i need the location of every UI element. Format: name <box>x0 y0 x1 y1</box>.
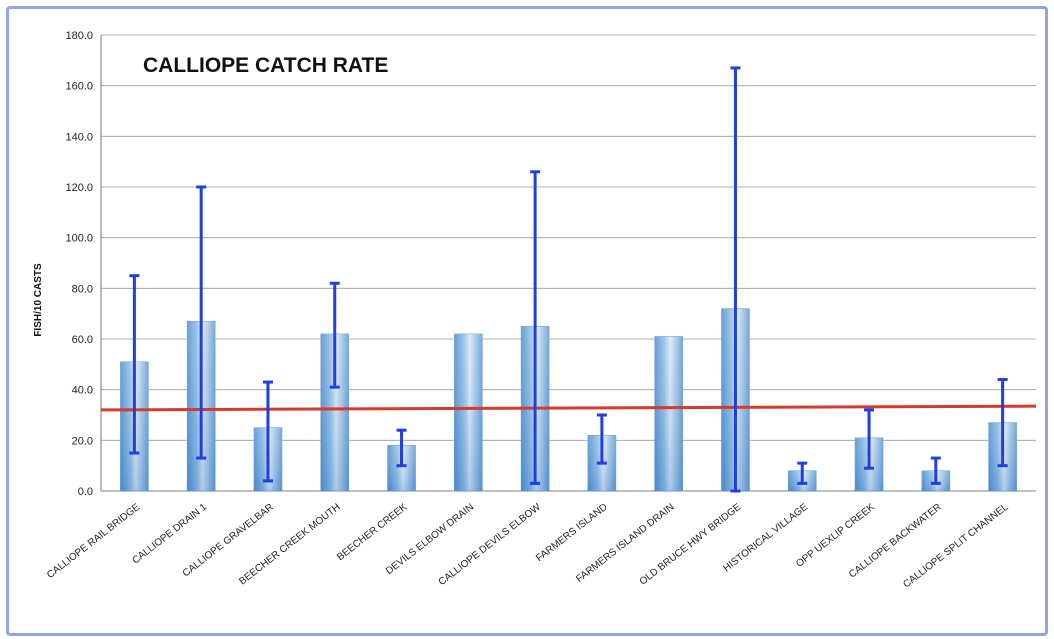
error-bars <box>129 66 1008 493</box>
x-category-label: CALLIOPE RAIL BRIDGE <box>45 501 142 580</box>
y-tick-label: 60.0 <box>72 334 93 346</box>
y-tick-label: 160.0 <box>65 81 93 93</box>
bar-shading <box>454 333 483 491</box>
y-tick-label: 140.0 <box>65 131 93 143</box>
x-category-label: FARMERS ISLAND <box>534 502 610 564</box>
y-tick-label: 40.0 <box>72 385 93 397</box>
y-tick-label: 180.0 <box>65 30 93 42</box>
bars <box>120 308 1017 492</box>
bar-shading <box>654 336 683 491</box>
reference-line-group <box>100 404 1037 412</box>
chart-frame <box>6 6 1048 636</box>
x-category-label: CALLIOPE SPLIT CHANNEL <box>901 501 1010 590</box>
y-tick-label: 80.0 <box>72 283 93 295</box>
reference-line <box>100 404 1037 412</box>
y-tick-label: 120.0 <box>65 182 93 194</box>
y-tick-labels: 0.0 20.0 40.0 60.0 80.0 100.0 120.0 140.0 160.0 1… <box>65 30 93 498</box>
y-tick-label: 20.0 <box>72 435 93 447</box>
x-category-label: BEECHER CREEK <box>335 501 409 563</box>
y-tick-label: 0.0 <box>78 486 93 498</box>
gridlines <box>100 34 1036 492</box>
y-axis-label: FISH/10 CASTS <box>33 263 44 337</box>
y-tick-label: 100.0 <box>65 233 93 245</box>
chart-title: CALLIOPE CATCH RATE <box>143 54 388 77</box>
